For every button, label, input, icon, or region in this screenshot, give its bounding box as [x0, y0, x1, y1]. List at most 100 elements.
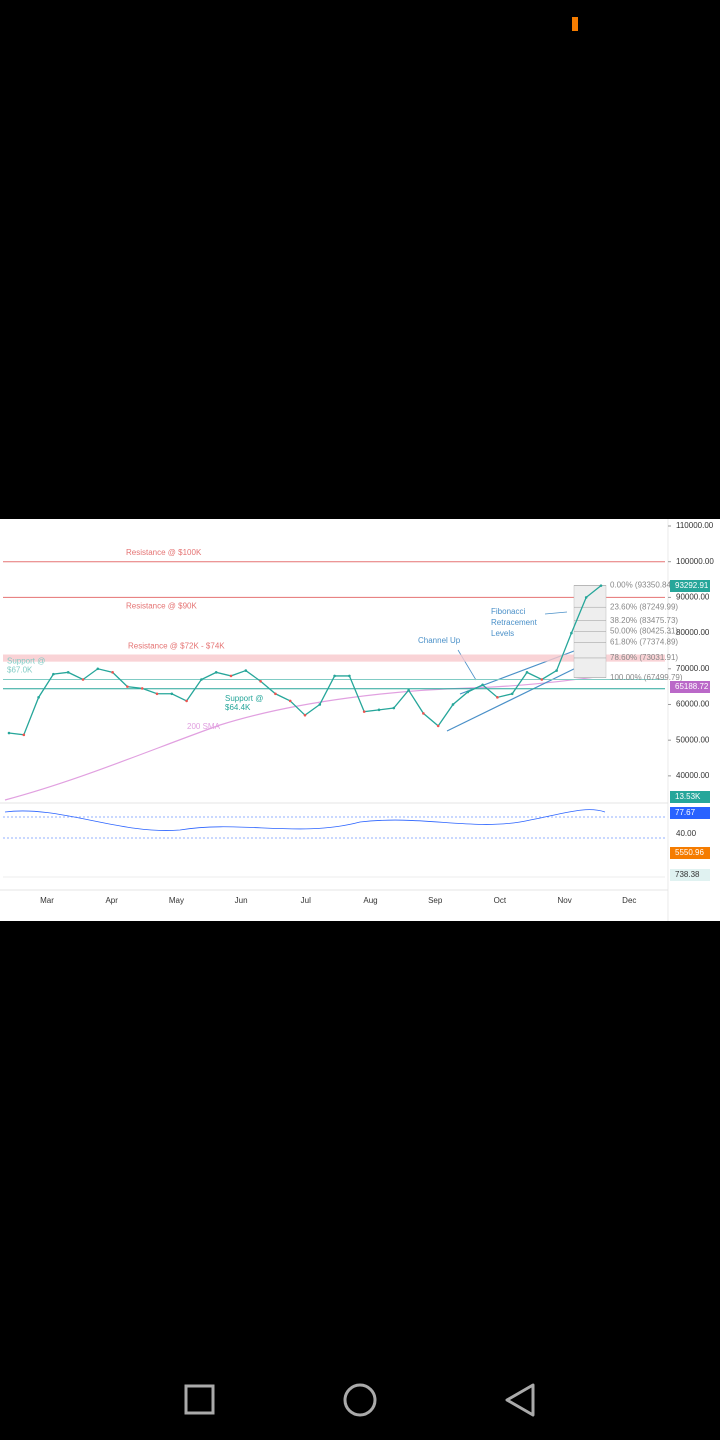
annotation: Channel Up [418, 636, 461, 645]
price-point [555, 669, 558, 672]
price-point [111, 671, 114, 674]
y-tick-label: 40000.00 [676, 771, 710, 780]
price-tag: 93292.91 [675, 581, 709, 590]
price-point [392, 706, 396, 710]
sma-curve [4, 675, 606, 801]
y-tick-label: 90000.00 [676, 593, 710, 602]
y-tick-label: 80000.00 [676, 628, 710, 637]
price-tag-bg [670, 807, 710, 819]
y-tick-label: 70000.00 [676, 664, 710, 673]
fib-label: 61.80% (77374.89) [610, 638, 678, 647]
price-point [333, 674, 336, 678]
price-point [81, 678, 85, 681]
rsi-tick-label: 40.00 [676, 829, 697, 838]
x-tick-label: Oct [494, 896, 507, 905]
price-point [540, 678, 544, 681]
price-tag: 65188.72 [675, 682, 709, 691]
price-point [96, 667, 100, 671]
price-tag: 77.67 [675, 808, 696, 817]
x-tick-label: May [169, 896, 184, 905]
annotation: Fibonacci [491, 607, 525, 616]
x-tick-label: Sep [428, 896, 443, 905]
price-point [584, 596, 588, 599]
annotation: Levels [491, 629, 514, 638]
price-tag: 5550.96 [675, 848, 704, 857]
nav-recent[interactable] [184, 1384, 215, 1415]
price-point [274, 692, 277, 696]
price-point [422, 712, 425, 715]
price-point [599, 584, 603, 587]
price-tag-bg [670, 580, 710, 592]
x-tick-label: Aug [363, 896, 377, 905]
price-point [7, 731, 11, 735]
x-tick-label: Dec [622, 896, 636, 905]
y-tick-label: 60000.00 [676, 700, 710, 709]
x-tick-label: Nov [557, 896, 571, 905]
price-point [496, 696, 499, 699]
level-label: Resistance @ $90K [126, 602, 197, 611]
level-label: Support @ $67.0K [7, 657, 45, 675]
price-point [22, 733, 26, 737]
price-point [407, 688, 410, 692]
price-point [185, 699, 188, 703]
band-label: Resistance @ $72K - $74K [128, 642, 225, 651]
price-tag: 13.53K [675, 792, 701, 801]
price-point [570, 631, 573, 635]
price-tag: 738.38 [675, 870, 700, 879]
price-point [229, 674, 233, 678]
price-point [259, 679, 262, 683]
annotation: Retracement [491, 618, 538, 627]
rsi-line [4, 809, 606, 831]
price-point [318, 703, 322, 706]
y-tick-label: 110000.00 [676, 521, 714, 530]
fib-label: 38.20% (83475.73) [610, 616, 678, 625]
x-tick-label: Mar [40, 896, 54, 905]
nav-home[interactable] [343, 1383, 377, 1417]
y-tick-label: 50000.00 [676, 735, 710, 744]
price-point [451, 703, 455, 706]
price-point [348, 674, 351, 678]
status-icon [572, 17, 578, 31]
fib-label: 78.60% (73031.91) [610, 653, 678, 662]
level-label: Resistance @ $100K [126, 548, 202, 557]
price-point [66, 671, 70, 674]
price-point [436, 724, 440, 728]
price-point [244, 669, 248, 672]
price-tag-bg [670, 847, 710, 859]
price-point [140, 687, 144, 690]
x-tick-label: Jun [235, 896, 248, 905]
price-point [525, 671, 529, 674]
price-point [303, 713, 307, 717]
nav-back[interactable] [505, 1383, 535, 1417]
price-point [155, 692, 159, 696]
price-point [214, 671, 218, 674]
price-point [288, 699, 292, 703]
price-point [52, 672, 55, 676]
annotation: 200 SMA [187, 722, 221, 731]
price-point [510, 692, 514, 696]
level-label: Support @ $64.4K [225, 694, 263, 712]
arrow [544, 611, 568, 615]
fib-label: 23.60% (87249.99) [610, 602, 678, 611]
price-point [362, 710, 366, 713]
x-tick-label: Jul [301, 896, 311, 905]
price-tag-bg [670, 681, 710, 693]
fib-label: 50.00% (80425.31) [610, 627, 678, 636]
price-point [466, 690, 470, 694]
price-point [170, 692, 174, 696]
y-tick-label: 100000.00 [676, 557, 714, 566]
price-point [377, 708, 381, 712]
price-tag-bg [670, 869, 710, 881]
fib-label: 100.00% (67499.79) [610, 673, 683, 682]
price-point [481, 683, 484, 687]
price-point [126, 685, 129, 688]
price-point [200, 678, 203, 681]
chart-panel [0, 519, 720, 921]
resistance-band [3, 654, 665, 662]
price-point [37, 696, 40, 699]
channel-line [446, 664, 583, 732]
price-tag-bg [670, 791, 710, 803]
x-tick-label: Apr [105, 896, 118, 905]
fib-label: 0.00% (93350.84) [610, 581, 674, 590]
